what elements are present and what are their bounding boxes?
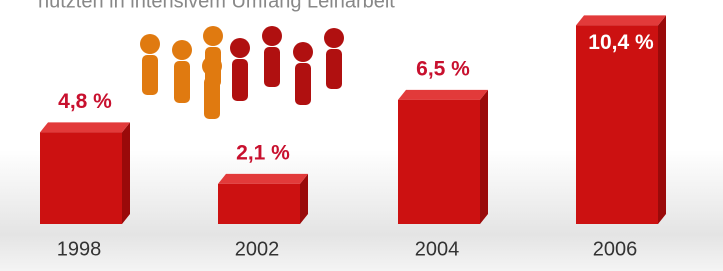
bar <box>218 184 300 224</box>
bar-side <box>122 122 130 224</box>
bar <box>576 25 658 224</box>
bar <box>398 100 480 224</box>
x-tick-label: 2002 <box>235 238 280 260</box>
bar-top <box>40 122 130 132</box>
bar-side <box>658 15 666 224</box>
chart: nutzten in intensivem Umfang Leiharbeit … <box>0 0 723 271</box>
bar <box>40 132 122 224</box>
value-label: 4,8 % <box>58 90 112 113</box>
x-tick-label: 2006 <box>593 238 638 260</box>
value-label: 10,4 % <box>588 31 654 54</box>
bar-top <box>218 174 308 184</box>
x-tick-label: 1998 <box>57 238 102 260</box>
bar-top <box>576 15 666 25</box>
people-illustration <box>140 26 344 119</box>
value-label: 2,1 % <box>236 141 290 164</box>
x-tick-label: 2004 <box>415 238 460 260</box>
value-label: 6,5 % <box>416 57 470 80</box>
chart-title: nutzten in intensivem Umfang Leiharbeit <box>38 0 395 12</box>
bar-top <box>398 90 488 100</box>
bar-side <box>480 90 488 224</box>
